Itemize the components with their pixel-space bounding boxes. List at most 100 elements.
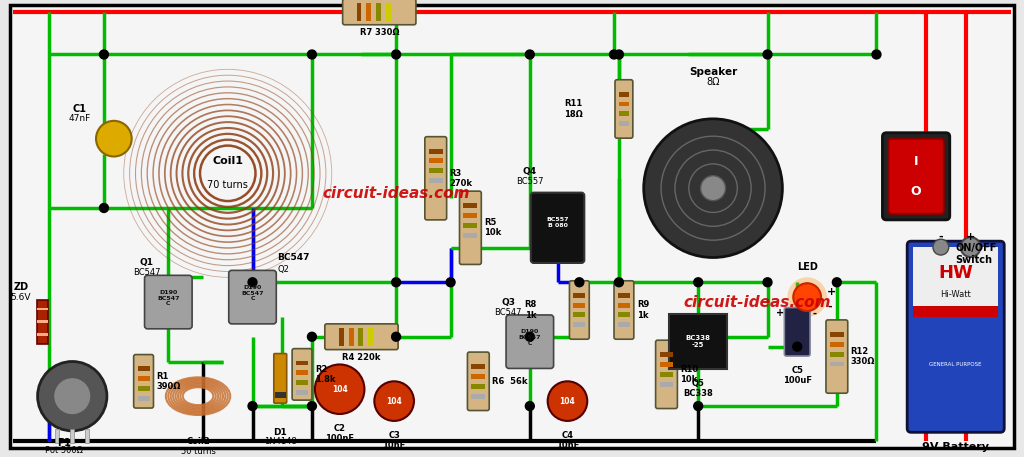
Bar [429, 178, 442, 183]
FancyBboxPatch shape [325, 324, 398, 350]
Text: 47nF: 47nF [68, 114, 90, 123]
Circle shape [391, 332, 400, 341]
Text: 50 turns: 50 turns [180, 446, 215, 456]
Text: 104: 104 [386, 397, 402, 406]
Text: C2
100nF: C2 100nF [326, 424, 354, 443]
Circle shape [525, 50, 535, 59]
Text: BC557
B 080: BC557 B 080 [547, 218, 568, 228]
Bar [617, 292, 630, 298]
FancyBboxPatch shape [460, 191, 481, 265]
Text: R5
10k: R5 10k [484, 218, 502, 238]
Circle shape [574, 278, 584, 287]
Circle shape [391, 50, 400, 59]
Circle shape [525, 332, 535, 341]
Bar [913, 306, 998, 317]
Bar [573, 322, 586, 327]
Bar [829, 361, 844, 367]
Bar [376, 3, 381, 21]
FancyBboxPatch shape [144, 275, 193, 329]
Circle shape [787, 277, 827, 317]
FancyBboxPatch shape [569, 281, 589, 339]
Text: R12
330Ω: R12 330Ω [851, 347, 876, 366]
Text: R2
1.8k: R2 1.8k [315, 365, 336, 384]
Text: P1: P1 [57, 438, 72, 448]
Text: -: - [812, 308, 816, 319]
Text: C1: C1 [72, 104, 86, 114]
Text: R7 330Ω: R7 330Ω [359, 28, 399, 37]
Bar [367, 3, 372, 21]
Bar [37, 333, 48, 336]
Circle shape [933, 239, 949, 255]
Bar [386, 3, 391, 21]
Text: Q5
BC338: Q5 BC338 [683, 379, 713, 398]
Circle shape [96, 121, 132, 156]
FancyBboxPatch shape [826, 320, 848, 393]
Circle shape [525, 402, 535, 410]
Text: +: + [827, 287, 837, 297]
Bar [618, 121, 629, 126]
Bar [617, 322, 630, 327]
Bar [913, 247, 998, 311]
Bar [429, 159, 442, 164]
FancyBboxPatch shape [784, 308, 810, 356]
Circle shape [961, 237, 980, 257]
Circle shape [391, 278, 400, 287]
Text: HW: HW [938, 264, 973, 282]
Bar [296, 390, 308, 395]
Circle shape [307, 402, 316, 410]
Circle shape [38, 361, 106, 431]
Text: circuit-ideas.com: circuit-ideas.com [323, 186, 470, 201]
Text: circuit-ideas.com: circuit-ideas.com [684, 295, 831, 309]
Text: 104: 104 [332, 385, 347, 394]
Bar [659, 372, 674, 377]
Text: Q3: Q3 [501, 298, 515, 307]
FancyBboxPatch shape [467, 352, 489, 410]
FancyBboxPatch shape [425, 137, 446, 220]
Bar [659, 352, 674, 357]
Bar [137, 386, 150, 391]
Bar [55, 429, 59, 443]
Text: 8Ω: 8Ω [707, 77, 720, 87]
FancyBboxPatch shape [228, 271, 276, 324]
FancyBboxPatch shape [343, 0, 416, 25]
Bar [37, 320, 48, 324]
Bar [296, 361, 308, 366]
Text: +: + [966, 232, 975, 242]
FancyBboxPatch shape [614, 281, 634, 339]
Circle shape [99, 50, 109, 59]
Text: ON/OFF: ON/OFF [955, 243, 997, 253]
Text: R1
390Ω: R1 390Ω [157, 372, 181, 391]
Text: Q1: Q1 [139, 258, 154, 267]
Bar [369, 328, 374, 345]
Bar [137, 377, 150, 381]
Circle shape [693, 278, 702, 287]
FancyBboxPatch shape [655, 340, 678, 409]
Bar [464, 223, 477, 228]
Text: BC557: BC557 [516, 177, 544, 186]
Text: BC338
-25: BC338 -25 [686, 335, 711, 348]
Bar [429, 149, 442, 154]
Circle shape [644, 119, 782, 257]
Circle shape [307, 50, 316, 59]
Bar [429, 168, 442, 173]
Circle shape [614, 50, 624, 59]
Text: ZD: ZD [13, 282, 29, 292]
Bar [573, 313, 586, 318]
Bar [471, 393, 485, 399]
Text: I: I [913, 155, 919, 168]
Text: D190
BC547
C: D190 BC547 C [518, 329, 541, 346]
Text: 104: 104 [559, 397, 575, 406]
Text: D190
BC547
C: D190 BC547 C [242, 285, 264, 302]
Bar [464, 213, 477, 218]
Circle shape [693, 402, 702, 410]
Text: BC547: BC547 [133, 268, 161, 277]
Bar [339, 328, 344, 345]
Circle shape [700, 175, 726, 201]
Circle shape [763, 278, 772, 287]
Bar [464, 203, 477, 208]
Bar [137, 396, 150, 401]
Bar [618, 91, 629, 96]
Text: R3
270k: R3 270k [450, 169, 473, 188]
Bar [618, 112, 629, 117]
Text: Pot 500Ω: Pot 500Ω [45, 446, 83, 455]
